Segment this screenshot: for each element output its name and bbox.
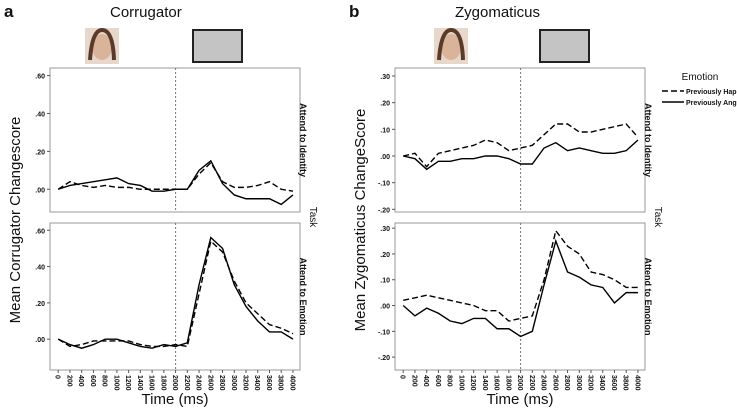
x-tick-label: 3000: [230, 375, 237, 391]
x-tick-label: 3400: [598, 375, 605, 391]
x-tick-label: 2800: [563, 375, 570, 391]
y-tick-label: .60: [35, 74, 45, 81]
x-tick-label: 1400: [136, 375, 143, 391]
face: [441, 34, 461, 60]
y-tick-label: -.20: [378, 355, 390, 362]
x-tick-label: 3800: [622, 375, 629, 391]
gray-box: [539, 29, 590, 63]
x-tick-label: 3200: [587, 375, 594, 391]
stimulus-b: [434, 27, 590, 64]
x-tick-label: 3600: [610, 375, 617, 391]
x-tick-label: 2600: [551, 375, 558, 391]
y-tick-label: .60: [35, 228, 45, 235]
x-tick-label: 600: [434, 375, 441, 387]
x-tick-label: 1000: [112, 375, 119, 391]
face: [92, 34, 112, 60]
stimulus-a: [85, 27, 243, 64]
x-tick-label: 1800: [504, 375, 511, 391]
panel-letter: b: [349, 2, 359, 21]
x-tick-label: 2200: [528, 375, 535, 391]
x-tick-label: 1400: [481, 375, 488, 391]
y-tick-label: .20: [380, 101, 390, 108]
series-line: [58, 159, 294, 206]
series-line: [403, 139, 639, 171]
facet-frame: [49, 67, 301, 213]
y-axis-label: Mean Zygomaticus ChangeScore: [352, 109, 369, 332]
x-tick-label: 2400: [195, 375, 202, 391]
x-tick-label: 1200: [124, 375, 131, 391]
y-tick-label: .10: [380, 278, 390, 285]
facet-frame: [394, 222, 646, 371]
facet-frame: [49, 222, 301, 371]
x-tick-label: 1200: [469, 375, 476, 391]
x-tick-label: 0: [54, 375, 61, 379]
x-tick-label: 4000: [633, 375, 640, 391]
y-tick-label: .00: [380, 154, 390, 161]
x-tick-label: 400: [422, 375, 429, 387]
facet-label: Attend to Identity: [643, 103, 653, 177]
x-tick-label: 3600: [265, 375, 272, 391]
series-line: [403, 229, 638, 322]
task-label: Task: [307, 207, 318, 229]
legend-title: Emotion: [682, 72, 719, 83]
x-tick-label: 400: [77, 375, 84, 387]
x-tick-label: 3800: [277, 375, 284, 391]
x-tick-label: 3200: [242, 375, 249, 391]
facet-label: Attend to Emotion: [643, 258, 653, 336]
panel-title: Zygomaticus: [455, 4, 540, 21]
legend-label: Previously Happy: [686, 89, 737, 96]
y-tick-label: .00: [35, 187, 45, 194]
y-axis-label: Mean Corrugator Changescore: [7, 117, 24, 324]
panel-letter: a: [4, 2, 14, 21]
x-tick-label: 0: [399, 375, 406, 379]
x-tick-label: 3400: [253, 375, 260, 391]
x-axis-label: Time (ms): [142, 391, 209, 408]
x-tick-label: 1600: [148, 375, 155, 391]
x-tick-label: 2000: [171, 375, 178, 391]
series-line: [402, 238, 638, 338]
facet-label: Attend to Emotion: [298, 258, 308, 336]
y-tick-label: -.10: [378, 329, 390, 336]
gray-box: [192, 29, 243, 63]
x-axis-label: Time (ms): [487, 391, 554, 408]
facet-frame: [394, 67, 646, 213]
x-tick-label: 800: [101, 375, 108, 387]
x-tick-label: 200: [65, 375, 72, 387]
x-tick-label: 2000: [516, 375, 523, 391]
x-tick-label: 1800: [159, 375, 166, 391]
facet-label: Attend to Identity: [298, 103, 308, 177]
legend-label: Previously Angry: [686, 100, 737, 107]
y-tick-label: -.10: [378, 181, 390, 188]
series-line: [57, 236, 294, 349]
x-tick-label: 4000: [288, 375, 295, 391]
y-tick-label: .00: [380, 304, 390, 311]
y-tick-label: .00: [35, 337, 45, 344]
x-tick-label: 1000: [457, 375, 464, 391]
hair: [437, 27, 465, 61]
x-tick-label: 2800: [218, 375, 225, 391]
panel-title: Corrugator: [110, 4, 182, 21]
x-tick-label: 200: [410, 375, 417, 387]
task-label: Task: [652, 207, 663, 229]
x-tick-label: 2600: [206, 375, 213, 391]
hair: [88, 27, 116, 61]
y-tick-label: .30: [380, 226, 390, 233]
x-tick-label: 800: [446, 375, 453, 387]
y-tick-label: -.20: [378, 207, 390, 214]
x-tick-label: 3000: [575, 375, 582, 391]
x-tick-label: 600: [89, 375, 96, 387]
y-tick-label: .10: [380, 127, 390, 134]
y-tick-label: .40: [35, 111, 45, 118]
x-tick-label: 2400: [540, 375, 547, 391]
y-tick-label: .40: [35, 265, 45, 272]
x-tick-label: 2200: [183, 375, 190, 391]
y-tick-label: .20: [35, 149, 45, 156]
y-tick-label: .30: [380, 74, 390, 81]
series-line: [57, 239, 294, 348]
y-tick-label: .20: [380, 252, 390, 259]
y-tick-label: .20: [35, 301, 45, 308]
x-tick-label: 1600: [493, 375, 500, 391]
